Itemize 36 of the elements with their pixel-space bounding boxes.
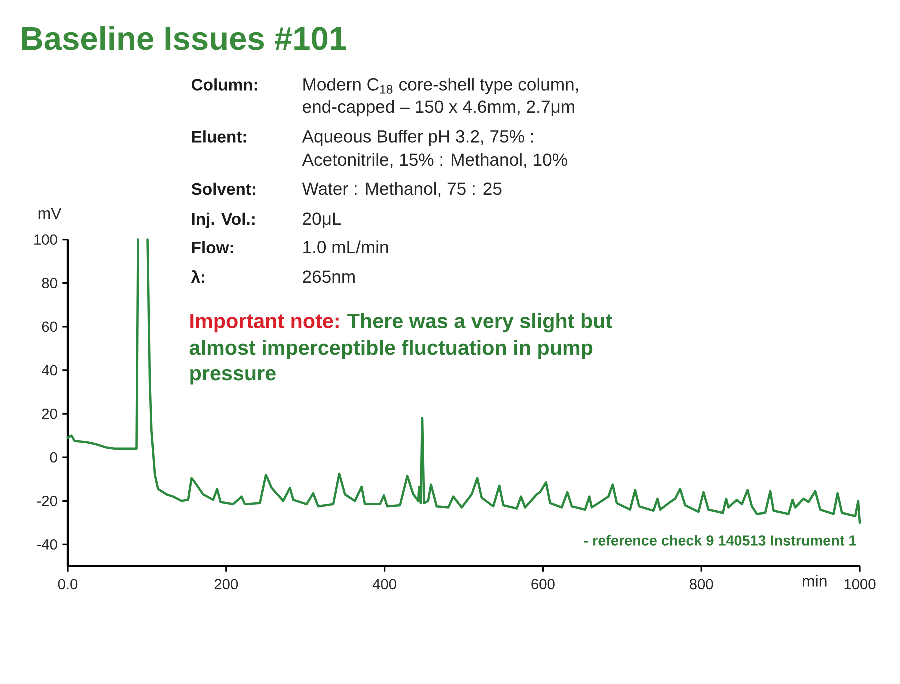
y-tick-label: 60 xyxy=(42,322,58,332)
y-tick-label: 100 xyxy=(34,234,58,245)
text: Acetonitrile, 15% : Methanol, 10% xyxy=(302,153,568,168)
text: Water : Methanol, 75 : 25 xyxy=(302,182,502,198)
chart-title: Baseline Issues #101 xyxy=(22,26,346,50)
annotation: - reference check 9 140513 Instrument 1 xyxy=(584,535,856,546)
y-tick-label: -40 xyxy=(37,540,58,550)
annotation: 265nm xyxy=(303,270,355,284)
text: Modern C$_{18}$ core-shell type column, xyxy=(304,78,578,94)
y-tick-label: 0 xyxy=(50,452,58,463)
y-tick-label: 20 xyxy=(42,408,58,420)
y-tick-label: -20 xyxy=(37,496,58,506)
text: Column: xyxy=(192,78,258,91)
x-axis-title: min xyxy=(803,575,827,587)
y-axis-title: mV xyxy=(38,208,62,220)
annotation: 1.0 mL/min xyxy=(304,240,388,254)
annotation: There was a very slight but xyxy=(348,313,612,333)
annotation: Important note: xyxy=(190,314,339,333)
x-tick-label: 0.0 xyxy=(58,579,78,590)
x-tick-label: 400 xyxy=(372,579,396,590)
text: 20μL xyxy=(303,212,342,228)
text: Eluent: xyxy=(192,130,246,143)
y-tick-label: 40 xyxy=(42,365,58,376)
x-tick-label: 200 xyxy=(214,579,238,590)
annotation: Flow: xyxy=(192,241,234,254)
annotation: pressure xyxy=(190,369,276,385)
text: Inj. Vol.: xyxy=(192,212,255,228)
y-tick-label: 80 xyxy=(42,278,58,289)
x-tick-label: 1000 xyxy=(844,579,876,590)
x-tick-label: 600 xyxy=(532,579,555,590)
text: Aqueous Buffer pH 3.2, 75% : xyxy=(302,130,534,146)
annotation: almost imperceptible fluctuation in pump xyxy=(190,340,593,360)
x-tick-label: 800 xyxy=(690,579,714,590)
annotation: λ: xyxy=(191,270,204,283)
text: Solvent: xyxy=(192,182,256,196)
text: end-capped – 150 x 4.6mm, 2.7μm xyxy=(303,100,574,117)
